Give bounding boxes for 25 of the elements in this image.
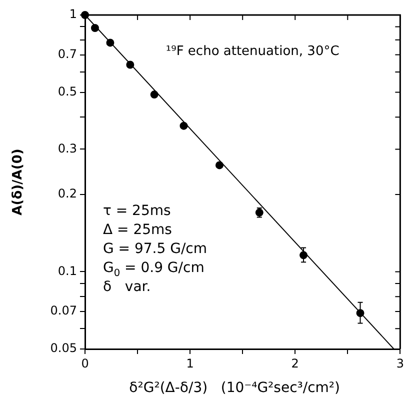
annotation: G = 97.5 G/cm	[103, 241, 208, 257]
y-tick-label: 1	[69, 7, 77, 22]
y-tick-label: 0.5	[58, 84, 77, 98]
y-tick-label: 0.05	[50, 341, 77, 356]
y-tick-label: 0.1	[58, 264, 77, 278]
y-tick-label: 0.3	[58, 141, 77, 156]
point	[180, 122, 188, 130]
x-tick-label: 2	[291, 356, 299, 370]
annotation: τ = 25ms	[103, 203, 171, 219]
y-tick-label: 0.07	[50, 304, 77, 318]
x-axis-title: δ²G²(Δ-δ/3) (10⁻⁴G²sec³/cm²)	[129, 380, 340, 396]
y-tick-label: 0.7	[58, 46, 77, 61]
point	[215, 161, 224, 170]
y-axis-title: A(δ)/A(0)	[10, 148, 26, 216]
text: ¹⁹F echo attenuation, 30°C	[166, 44, 340, 59]
point	[90, 24, 99, 32]
point	[106, 38, 114, 47]
point	[150, 90, 158, 99]
annotation: δ var.	[103, 279, 151, 295]
point	[126, 60, 134, 69]
y-tick-label: 0.2	[58, 186, 77, 201]
x-tick-label: 0	[81, 356, 89, 370]
x-tick-label: 3	[396, 356, 404, 370]
annotation: Δ = 25ms	[103, 222, 172, 238]
x-tick-label: 1	[186, 356, 194, 370]
